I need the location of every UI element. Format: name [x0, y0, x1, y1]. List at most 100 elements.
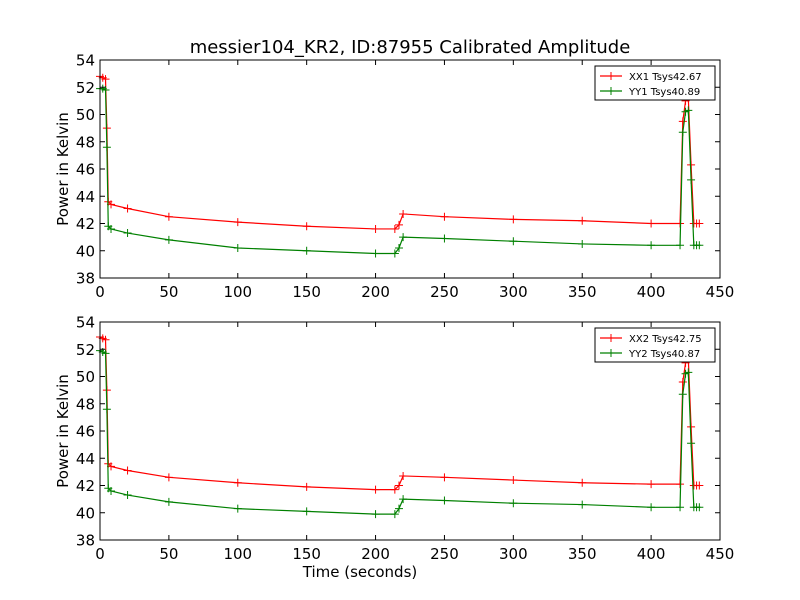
x-tick-label: 450 — [706, 545, 735, 563]
data-point-2-2 — [107, 486, 116, 495]
data-point-2-1 — [695, 481, 704, 490]
y-tick-label: 44 — [76, 188, 95, 206]
x-tick-label: 250 — [430, 545, 459, 563]
y-tick-label: 44 — [76, 450, 95, 468]
y-tick-label: 40 — [76, 504, 95, 522]
x-tick-label: 200 — [361, 283, 390, 301]
data-point-1-2 — [390, 249, 399, 258]
data-point-1-2 — [371, 249, 380, 258]
data-point-2-1 — [302, 482, 311, 491]
data-point-2-2 — [676, 503, 685, 512]
data-point-2-2 — [390, 510, 399, 519]
chart-panel-2: 0 50 100 150 200 250 300 350 400 450 38 40 42 44 46 48 5… — [54, 314, 734, 582]
x-axis-label: Time (seconds) — [302, 563, 418, 581]
x-tick-label: 50 — [159, 545, 178, 563]
data-point-2-1 — [371, 485, 380, 494]
data-point-1-2 — [233, 244, 242, 253]
data-point-1-2 — [394, 244, 403, 253]
data-point-2-1 — [233, 478, 242, 487]
data-point-1-2 — [399, 233, 408, 242]
data-point-2-2 — [123, 491, 132, 500]
data-point-2-2 — [101, 349, 110, 358]
data-point-1-1 — [695, 219, 704, 228]
data-point-1-1 — [440, 212, 449, 221]
data-point-2-1 — [440, 473, 449, 482]
data-point-1-2 — [509, 237, 518, 246]
data-point-1-2 — [164, 235, 173, 244]
data-point-1-1 — [371, 224, 380, 233]
figure-title: messier104_KR2, ID:87955 Calibrated Ampl… — [190, 37, 631, 58]
legend-marker — [607, 72, 615, 80]
y-tick-label: 38 — [76, 532, 95, 550]
y-tick-label: 46 — [76, 161, 95, 179]
data-point-1-1 — [390, 224, 399, 233]
legend-label: YY1 Tsys40.89 — [628, 87, 700, 98]
data-point-1-2 — [676, 241, 685, 250]
data-point-2-1 — [123, 466, 132, 475]
x-tick-label: 350 — [568, 545, 597, 563]
data-point-2-2 — [509, 499, 518, 508]
legend-label: XX2 Tsys42.75 — [629, 334, 702, 345]
legend-marker — [607, 349, 615, 357]
legend-label: YY2 Tsys40.87 — [628, 349, 700, 360]
x-tick-label: 150 — [292, 283, 321, 301]
legend-marker — [607, 87, 615, 95]
x-tick-label: 300 — [499, 283, 528, 301]
x-tick-label: 400 — [637, 283, 666, 301]
data-point-2-1 — [101, 335, 110, 344]
data-point-2-1 — [390, 485, 399, 494]
data-point-2-1 — [578, 478, 587, 487]
data-point-2-2 — [440, 496, 449, 505]
y-tick-label: 48 — [76, 395, 95, 413]
x-tick-label: 100 — [223, 283, 252, 301]
plots: 0 50 100 150 200 250 300 350 400 450 38 40 42 44 46 48 5… — [54, 52, 734, 582]
data-point-1-1 — [101, 75, 110, 84]
legend-box — [594, 327, 716, 363]
data-point-1-2 — [684, 106, 693, 115]
x-tick-label: 0 — [95, 545, 105, 563]
data-point-1-2 — [647, 241, 656, 250]
x-tick-label: 0 — [95, 283, 105, 301]
data-point-2-2 — [102, 405, 111, 414]
data-point-2-2 — [647, 503, 656, 512]
data-point-1-1 — [233, 218, 242, 227]
data-point-2-1 — [509, 476, 518, 485]
data-point-1-2 — [123, 229, 132, 238]
y-tick-label: 54 — [76, 52, 95, 70]
y-tick-label: 52 — [76, 341, 95, 359]
data-point-2-2 — [678, 390, 687, 399]
data-point-1-1 — [123, 204, 132, 213]
data-point-2-2 — [695, 503, 704, 512]
data-point-2-2 — [684, 368, 693, 377]
data-point-1-1 — [164, 212, 173, 221]
data-point-2-2 — [371, 510, 380, 519]
x-tick-label: 400 — [637, 545, 666, 563]
data-point-1-2 — [678, 128, 687, 137]
y-tick-label: 48 — [76, 133, 95, 151]
data-point-2-2 — [687, 439, 696, 448]
data-point-1-1 — [509, 215, 518, 224]
y-axis-label: Power in Kelvin — [54, 374, 72, 488]
data-point-1-1 — [647, 219, 656, 228]
data-point-2-1 — [399, 471, 408, 480]
y-tick-label: 52 — [76, 79, 95, 97]
data-point-2-2 — [302, 507, 311, 516]
x-tick-label: 250 — [430, 283, 459, 301]
y-tick-label: 42 — [76, 215, 95, 233]
data-point-1-2 — [107, 224, 116, 233]
x-tick-label: 200 — [361, 545, 390, 563]
y-tick-label: 38 — [76, 270, 95, 288]
data-point-1-2 — [101, 85, 110, 94]
data-point-1-1 — [394, 220, 403, 229]
x-tick-label: 300 — [499, 545, 528, 563]
x-tick-label: 100 — [223, 545, 252, 563]
y-tick-label: 54 — [76, 314, 95, 332]
y-tick-label: 50 — [76, 106, 95, 124]
data-point-2-1 — [164, 473, 173, 482]
data-point-2-2 — [394, 504, 403, 513]
x-tick-label: 350 — [568, 283, 597, 301]
y-tick-label: 46 — [76, 423, 95, 441]
data-point-2-2 — [233, 504, 242, 513]
y-axis-label: Power in Kelvin — [54, 112, 72, 226]
